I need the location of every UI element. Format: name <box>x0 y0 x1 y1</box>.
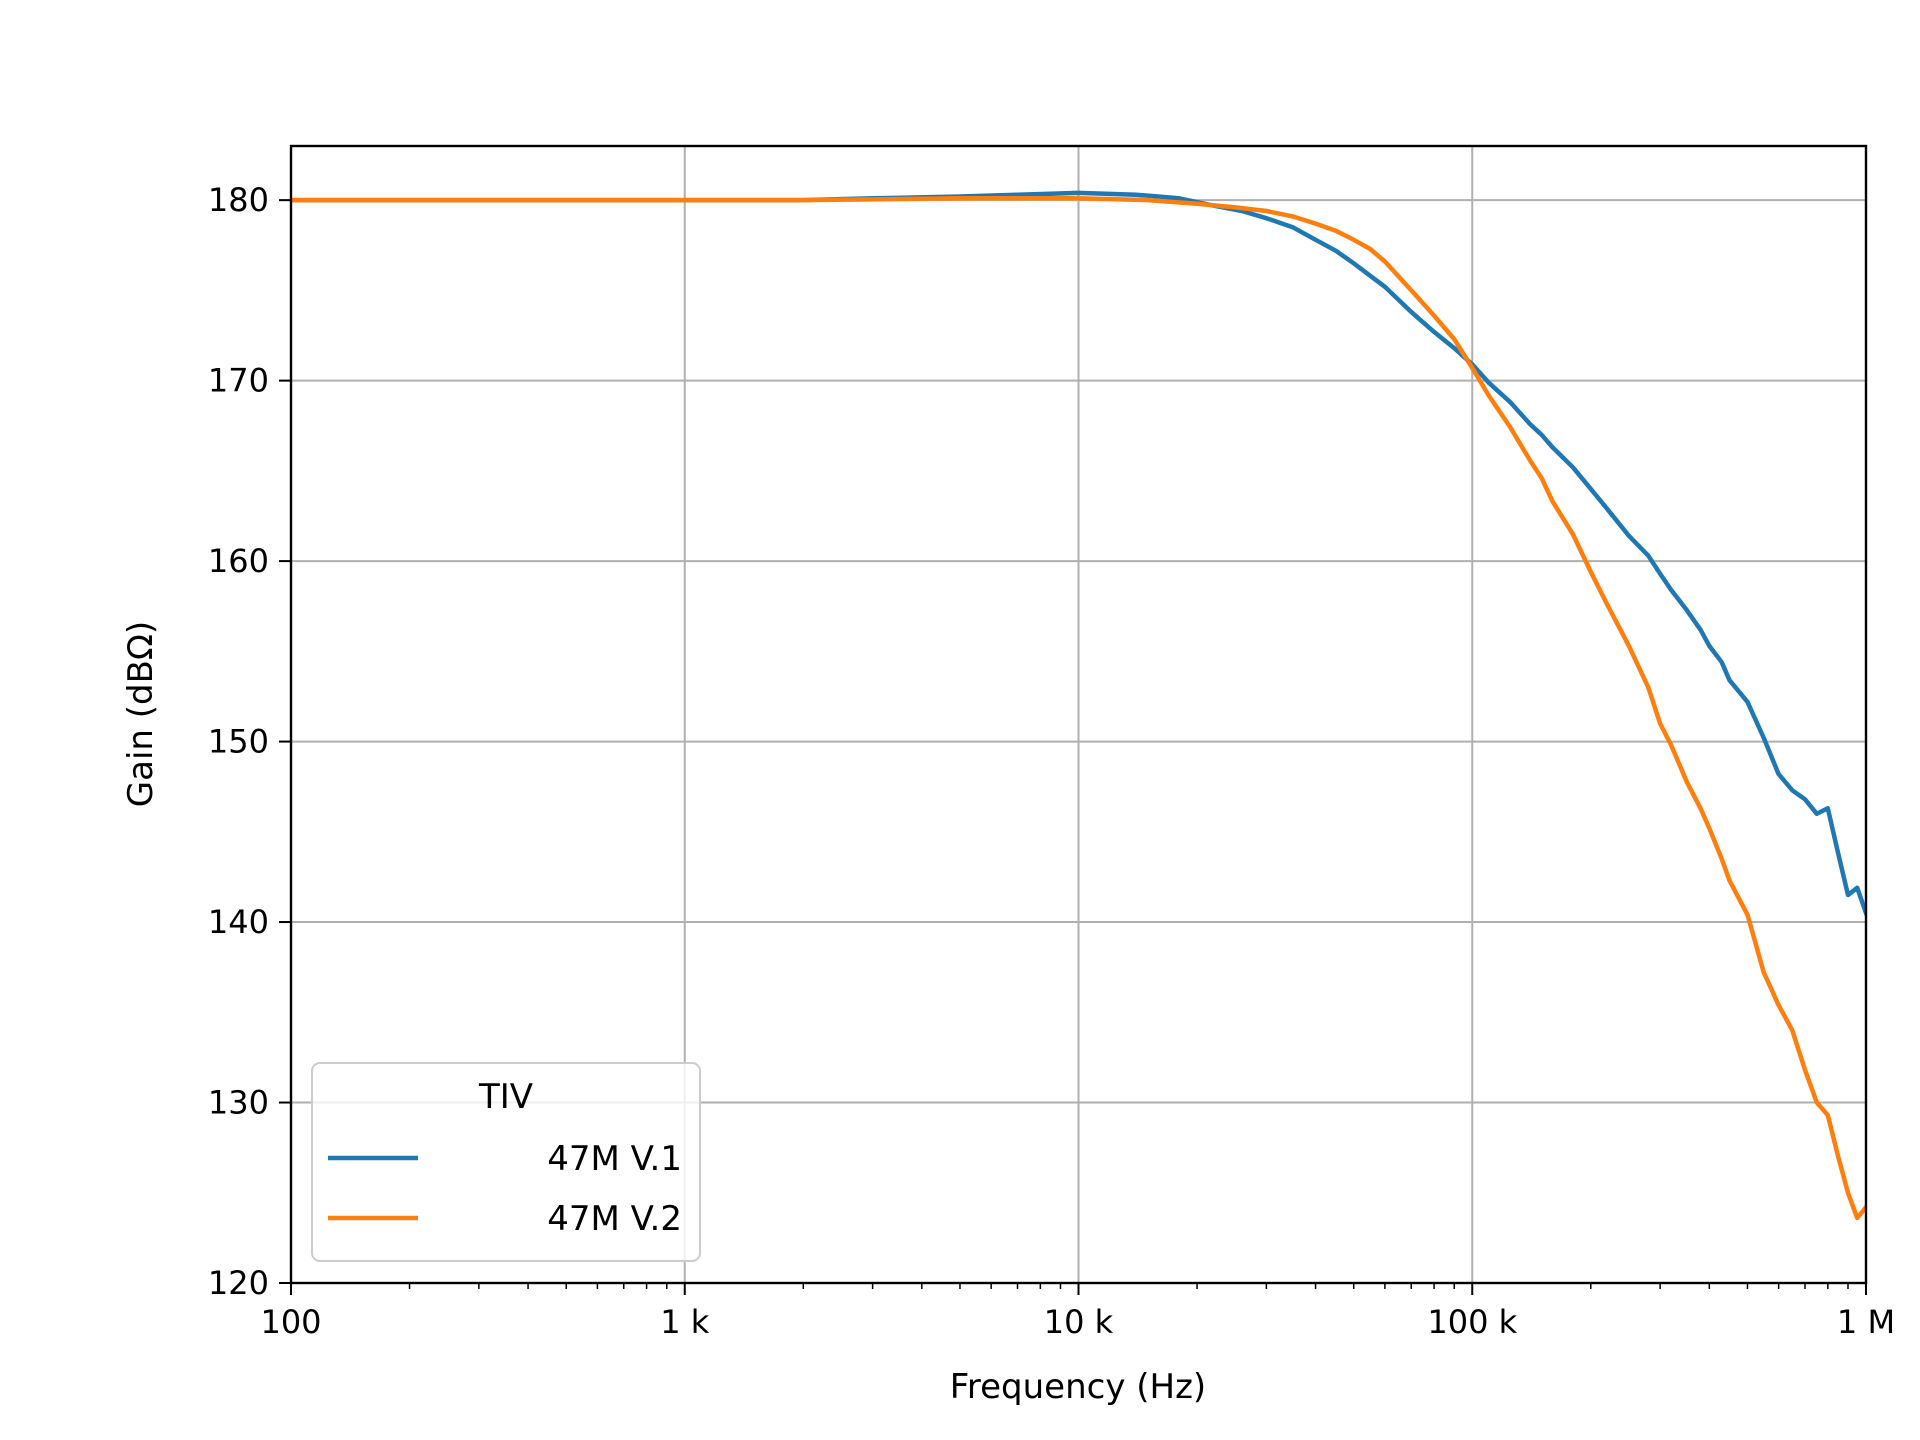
legend-box <box>311 1062 701 1262</box>
y-tick-label: 170 <box>208 362 269 400</box>
y-tick-label: 140 <box>208 903 269 941</box>
x-tick-label: 1 k <box>660 1303 710 1341</box>
legend-label-47m-v2: 47M V.2 <box>547 1199 682 1239</box>
series-line-2 <box>291 196 1866 1221</box>
series-layer <box>291 190 1866 1221</box>
y-tick-label: 120 <box>208 1264 269 1302</box>
x-axis-label: Frequency (Hz) <box>950 1367 1206 1407</box>
axis-ticks: 100 1 k 10 k 100 k 1 M 120 130 140 150 160 170 180 <box>208 181 1895 1341</box>
x-tick-label: 10 k <box>1044 1303 1114 1341</box>
legend-label-47m-v1: 47M V.1 <box>547 1139 682 1179</box>
y-tick-label: 150 <box>208 723 269 761</box>
x-tick-label: 100 k <box>1427 1303 1517 1341</box>
y-tick-label: 180 <box>208 181 269 219</box>
y-tick-label: 130 <box>208 1084 269 1122</box>
series-line-1 <box>291 190 1866 916</box>
legend-title: TIV <box>478 1077 533 1117</box>
x-tick-label: 100 <box>260 1303 321 1341</box>
legend: TIV 47M V.1 47M V.2 <box>311 1062 701 1262</box>
y-tick-label: 160 <box>208 542 269 580</box>
y-axis-label: Gain (dBΩ) <box>121 621 161 807</box>
x-tick-label: 1 M <box>1837 1303 1895 1341</box>
